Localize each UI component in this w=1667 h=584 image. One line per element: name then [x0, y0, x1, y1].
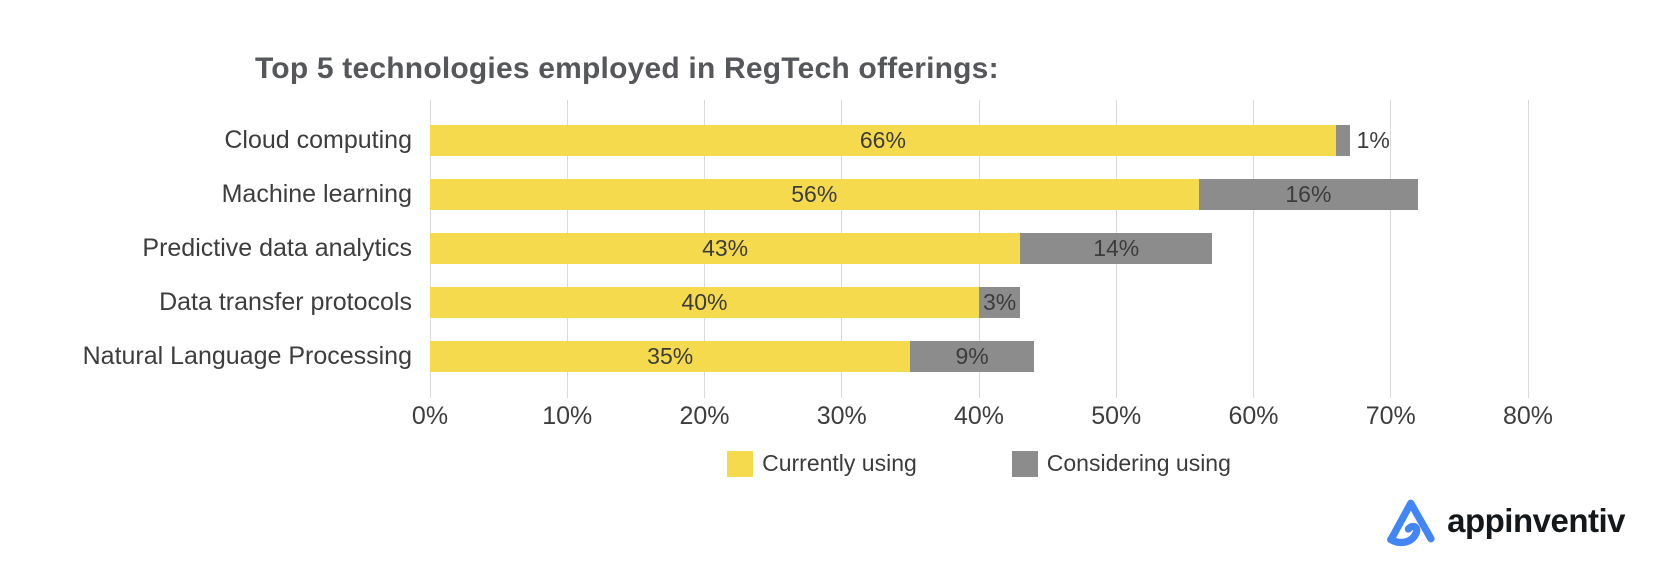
bar-segment-currently-using [430, 178, 1199, 210]
brand-name: appinventiv [1447, 502, 1625, 539]
bar-segment-currently-using [430, 286, 979, 318]
x-tick-label: 10% [542, 402, 593, 430]
x-tick-label: 80% [1502, 402, 1554, 430]
value-label-currently-using: 35% [647, 342, 694, 369]
bar-row: 43% 14% [430, 232, 1528, 264]
bar-segment-currently-using [430, 124, 1336, 156]
chart-title: Top 5 technologies employed in RegTech o… [255, 52, 999, 85]
value-label-considering-using: 14% [1093, 234, 1140, 261]
x-tick-label: 20% [679, 402, 730, 430]
gridline [1253, 100, 1254, 398]
legend-swatch-icon [727, 450, 754, 477]
legend-item: Considering using [1011, 450, 1231, 477]
bar-row: 66% 1% [430, 124, 1528, 156]
brand-logo: appinventiv [1381, 492, 1625, 550]
bar-segment-considering-using [1198, 178, 1419, 210]
legend-swatch-icon [1011, 450, 1038, 477]
legend: Currently using Considering using [430, 450, 1528, 477]
bar-row: 40% 3% [430, 286, 1528, 318]
x-tick-label: 70% [1365, 402, 1416, 430]
value-label-currently-using: 66% [859, 126, 906, 153]
value-label-considering-using: 1% [1356, 126, 1390, 153]
legend-label: Considering using [1046, 450, 1231, 476]
bar-segment-considering-using [1020, 232, 1213, 264]
gridline [1390, 100, 1392, 398]
bar-segment-considering-using [910, 340, 1034, 372]
value-label-considering-using: 16% [1285, 180, 1332, 207]
plot-area: 66% 1% 56% 16% 43% 14% 40% 3% 35% 9% [429, 100, 1529, 398]
bar-row: 56% 16% [430, 178, 1528, 210]
bar-segment-considering-using [1335, 124, 1350, 156]
x-tick-label: 30% [816, 402, 867, 430]
x-tick-label: 0% [411, 402, 449, 430]
category-label: Machine learning [221, 179, 412, 208]
category-label: Cloud computing [224, 125, 412, 154]
appinventiv-triangle-icon [1387, 499, 1435, 547]
bar-segment-currently-using [430, 232, 1021, 264]
legend-label: Currently using [762, 450, 917, 476]
category-label: Predictive data analytics [142, 233, 412, 262]
x-tick-label: 40% [953, 402, 1005, 430]
gridline [1527, 100, 1529, 398]
value-label-considering-using: 9% [955, 342, 989, 369]
bar-row: 35% 9% [430, 340, 1528, 372]
x-tick-label: 50% [1091, 402, 1142, 430]
value-label-currently-using: 43% [702, 234, 749, 261]
category-label: Data transfer protocols [159, 287, 412, 316]
value-label-currently-using: 40% [681, 288, 728, 315]
bar-segment-currently-using [430, 340, 911, 372]
x-tick-label: 60% [1228, 402, 1279, 430]
category-label: Natural Language Processing [82, 341, 412, 370]
value-label-currently-using: 56% [791, 180, 838, 207]
legend-item: Currently using [727, 450, 917, 477]
value-label-considering-using: 3% [982, 288, 1017, 315]
bar-segment-considering-using [979, 286, 1021, 318]
